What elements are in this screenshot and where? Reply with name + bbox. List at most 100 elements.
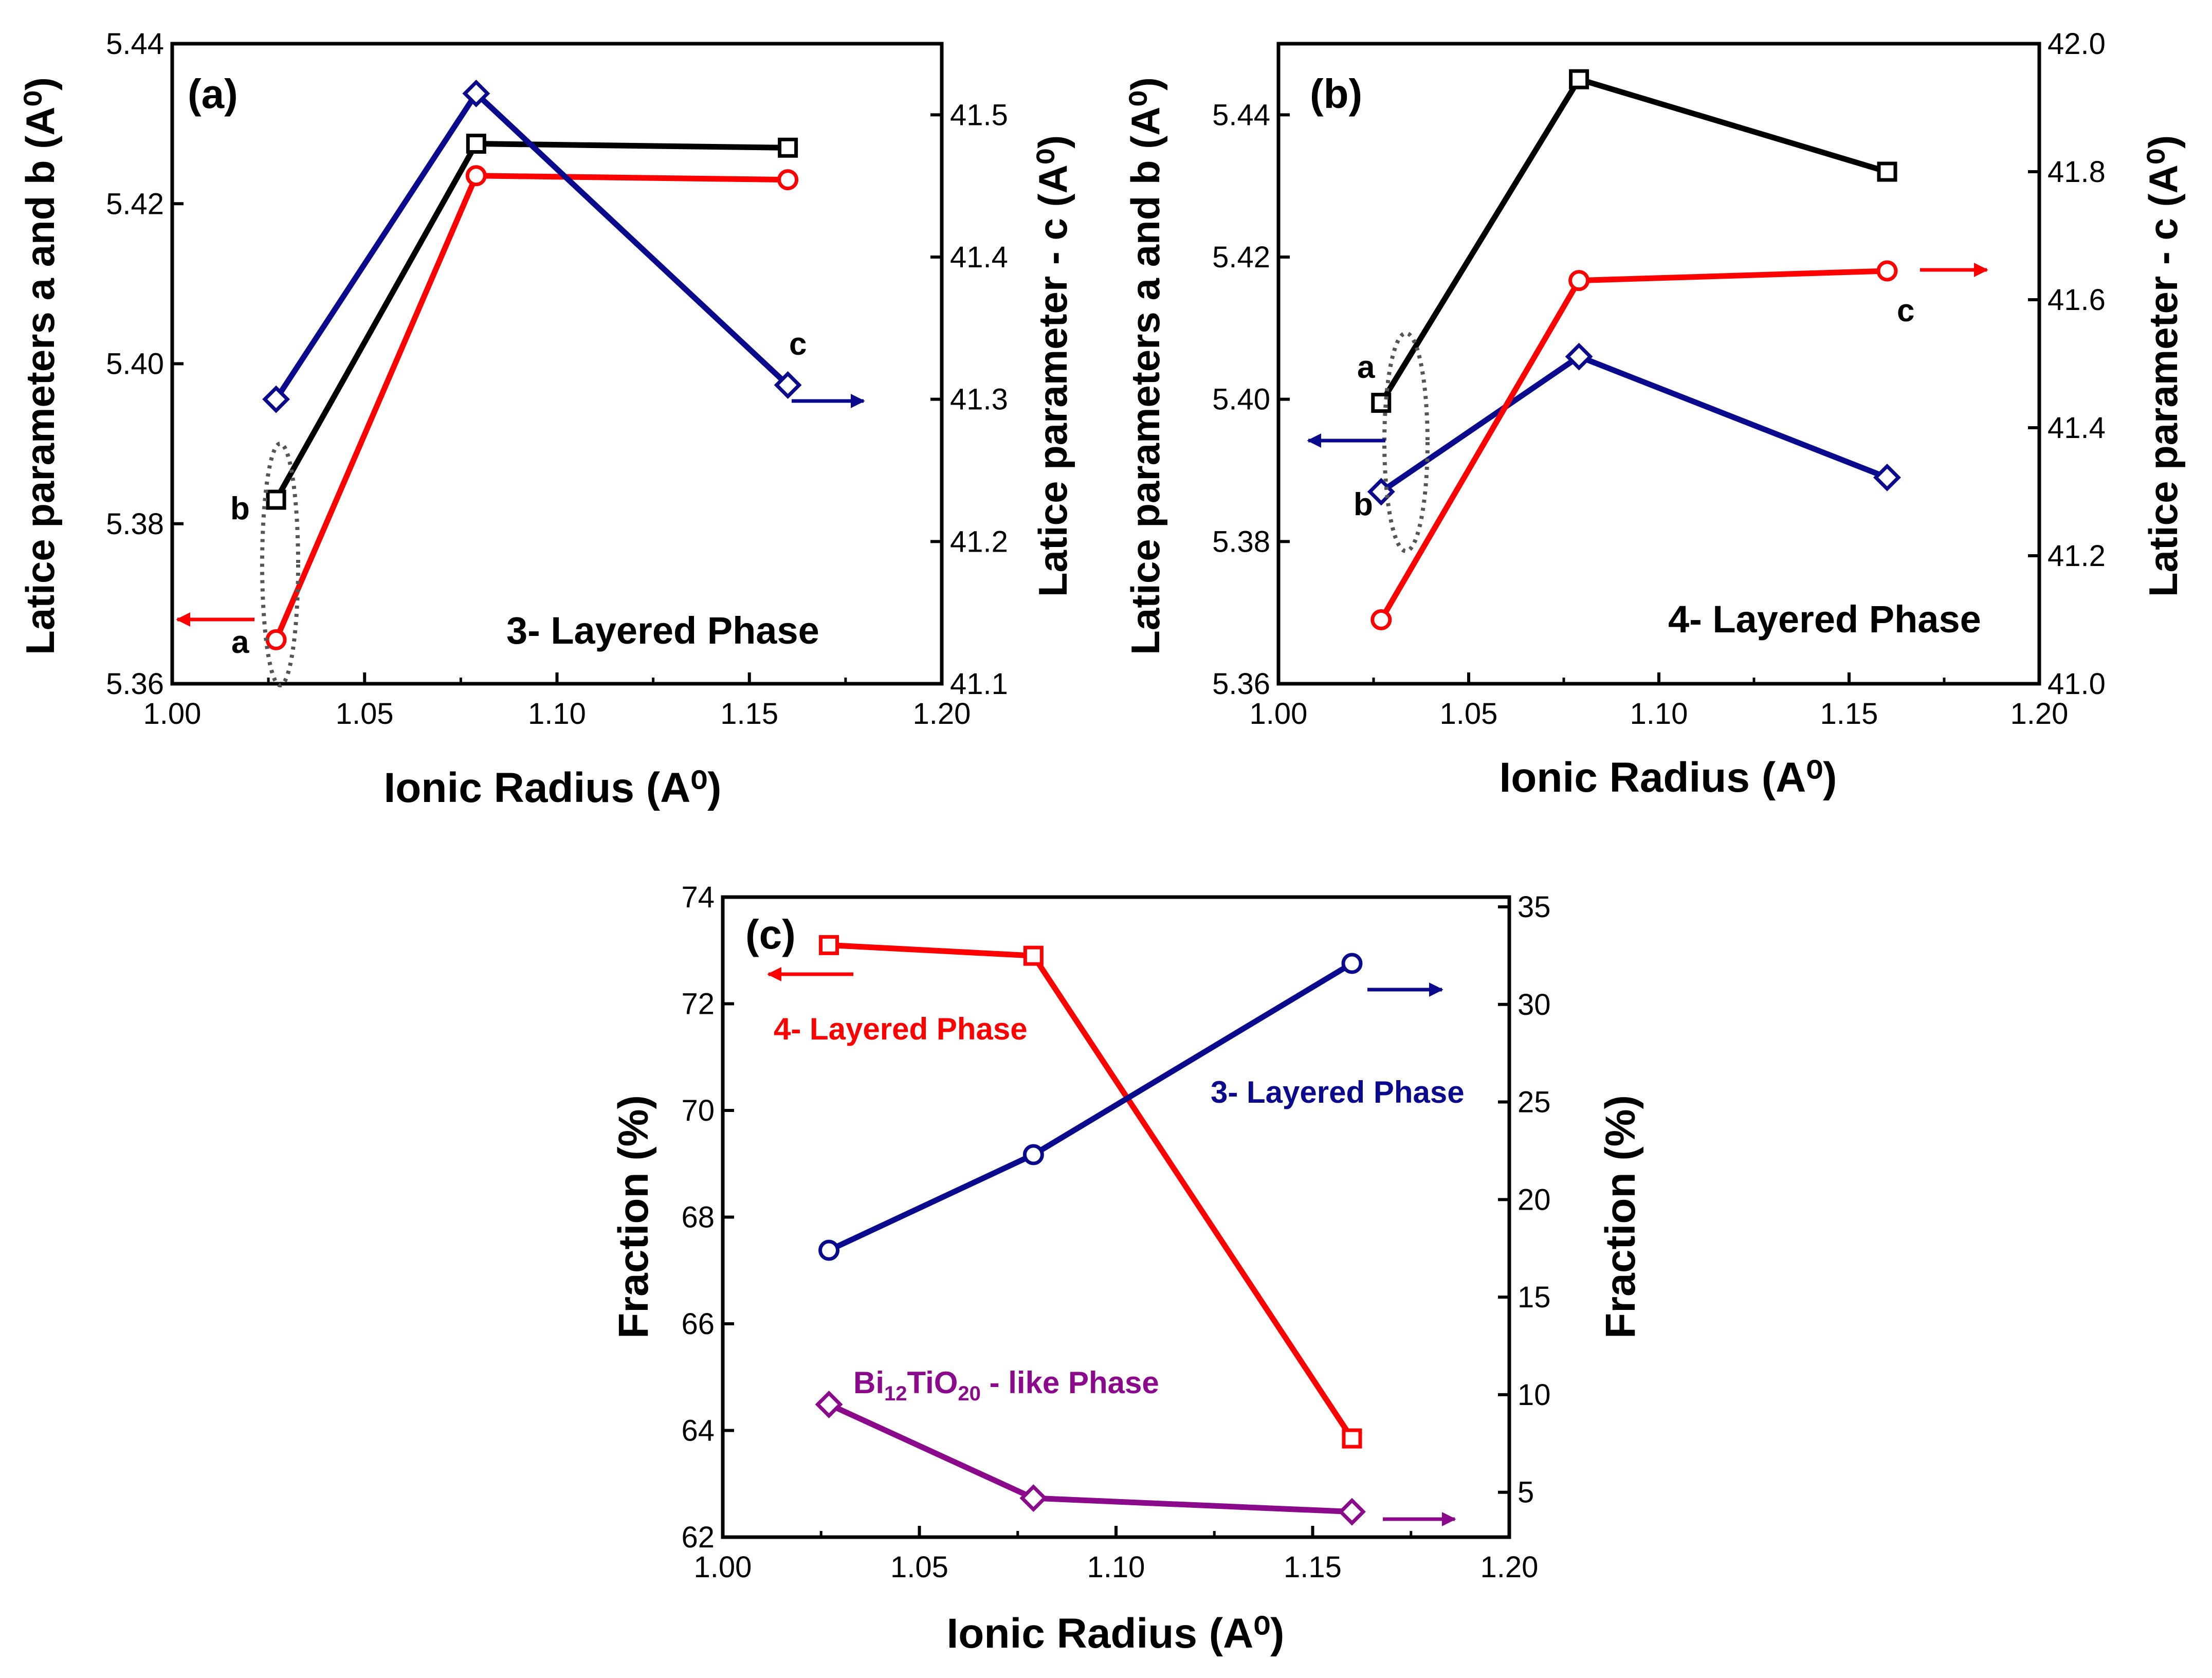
x-tick-label: 1.05 [1440, 697, 1498, 731]
y2-tick-label: 42.0 [2048, 27, 2106, 61]
y2-tick-label: 41.1 [950, 667, 1008, 701]
series-line [273, 141, 788, 501]
data-point [1565, 342, 1593, 371]
y-tick-label: 5.40 [1212, 383, 1270, 416]
y-axis-label: Fraction (%) [610, 1095, 657, 1339]
y-tick-label: 5.36 [106, 667, 164, 701]
y-tick-label: 70 [681, 1094, 715, 1127]
panel-b: 1.00 1.05 1.10 1.15 1.20 5.36 5.38 5.40 5.42 5.44… [1123, 27, 2186, 801]
label-bi12tio20: Bi12TiO20 - like Phase [853, 1365, 1159, 1405]
series-line [828, 1401, 1352, 1515]
axis-ticks: 1.00 1.05 1.10 1.15 1.20 5.36 5.38 5.40 5.42 5.44… [1212, 27, 2106, 731]
data-point [466, 134, 486, 154]
series-line [273, 173, 788, 641]
x-axis-label: Ionic Radius (A⁰) [383, 764, 721, 811]
series-group [815, 935, 1366, 1526]
plot-frame [1276, 42, 2041, 686]
data-point [1341, 953, 1363, 974]
series-line [273, 90, 790, 401]
data-point [815, 1390, 843, 1418]
data-point [262, 385, 290, 413]
y2-tick-label: 41.2 [2048, 539, 2106, 573]
data-point [1876, 260, 1898, 282]
label-4-layered: 4- Layered Phase [774, 1012, 1028, 1046]
series-group [262, 79, 802, 650]
y2-tick-label: 41.4 [950, 241, 1008, 274]
x-axis-label: Ionic Radius (A⁰) [946, 1610, 1284, 1657]
y2-tick-label: 41.2 [950, 525, 1008, 558]
point-label-b: b [1354, 487, 1373, 522]
x-tick-label: 1.00 [694, 1551, 752, 1584]
grouping-ellipse [1382, 331, 1430, 553]
data-point [465, 165, 487, 187]
data-point [818, 1239, 840, 1261]
data-point [1877, 161, 1897, 182]
y2-tick-label: 41.6 [2048, 283, 2106, 317]
series-line [1379, 354, 1889, 495]
y-axis-label: Latice parameters a and b (A⁰) [1123, 77, 1168, 655]
y2-tick-label: 20 [1518, 1183, 1551, 1216]
y-tick-label: 68 [681, 1201, 715, 1234]
data-point [819, 935, 839, 955]
x-tick-label: 1.00 [143, 697, 202, 731]
y2-tick-label: 41.4 [2048, 411, 2106, 445]
y2-tick-label: 15 [1518, 1281, 1551, 1314]
plot-frame [721, 895, 1511, 1539]
x-tick-label: 1.10 [1087, 1551, 1145, 1584]
panel-label: (c) [745, 911, 796, 957]
axis-ticks: 1.00 1.05 1.10 1.15 1.20 62 64 66 68 70 72 74 5 10 15 2… [681, 881, 1550, 1584]
point-label-a: a [1357, 350, 1375, 385]
y2-tick-label: 30 [1518, 988, 1551, 1022]
x-tick-label: 1.15 [1820, 697, 1878, 731]
y-tick-label: 74 [681, 881, 715, 914]
y2-tick-label: 25 [1518, 1086, 1551, 1119]
data-point [462, 79, 490, 107]
y2-tick-label: 35 [1518, 890, 1551, 924]
grouping-ellipse [260, 442, 300, 687]
x-tick-label: 1.00 [1250, 697, 1308, 731]
data-point [774, 371, 802, 399]
y2-tick-label: 41.5 [950, 98, 1008, 132]
data-point [778, 137, 798, 158]
data-point [1569, 69, 1589, 89]
y2-axis-label: Latice parameter - c (A⁰) [2141, 135, 2186, 597]
x-tick-label: 1.15 [1284, 1551, 1342, 1584]
point-label-c: c [789, 326, 807, 362]
plot-frame [170, 42, 944, 686]
data-point [1338, 1498, 1366, 1526]
point-label-a: a [231, 625, 249, 660]
y2-axis-label: Latice parameter - c (A⁰) [1030, 135, 1075, 597]
axis-ticks: 1.00 1.05 1.10 1.15 1.20 5.36 5.38 5.40 5.42 5.44… [106, 27, 1008, 731]
annotation: 3- Layered Phase [506, 609, 819, 652]
y-tick-label: 64 [681, 1414, 715, 1448]
y-tick-label: 5.40 [106, 348, 164, 381]
point-label-b: b [230, 491, 250, 526]
y-tick-label: 66 [681, 1307, 715, 1341]
y-tick-label: 62 [681, 1521, 715, 1554]
data-point [265, 629, 287, 650]
y-tick-label: 5.44 [1212, 98, 1270, 132]
x-axis-label: Ionic Radius (A⁰) [1499, 754, 1837, 801]
panel-label: (a) [188, 71, 238, 117]
data-point [1022, 1144, 1044, 1165]
x-tick-label: 1.20 [913, 697, 971, 731]
y-tick-label: 5.38 [106, 507, 164, 541]
x-tick-label: 1.05 [890, 1551, 948, 1584]
y2-axis-label: Fraction (%) [1597, 1095, 1644, 1339]
x-tick-label: 1.20 [1480, 1551, 1539, 1584]
data-point [1873, 463, 1901, 491]
data-point [266, 489, 286, 510]
data-point [1023, 945, 1044, 966]
data-point [1370, 609, 1392, 630]
y-tick-label: 5.38 [1212, 525, 1270, 558]
x-tick-label: 1.15 [720, 697, 778, 731]
panel-label: (b) [1310, 71, 1362, 117]
x-tick-label: 1.10 [528, 697, 586, 731]
y-axis-label: Latice parameters a and b (A⁰) [17, 77, 63, 655]
y2-tick-label: 41.0 [2048, 667, 2106, 701]
y-tick-label: 72 [681, 988, 715, 1021]
y-tick-label: 5.42 [106, 187, 164, 221]
panel-c: 1.00 1.05 1.10 1.15 1.20 62 64 66 68 70 72 74 5 10 15 2… [610, 881, 1644, 1657]
series-line [1379, 76, 1888, 405]
